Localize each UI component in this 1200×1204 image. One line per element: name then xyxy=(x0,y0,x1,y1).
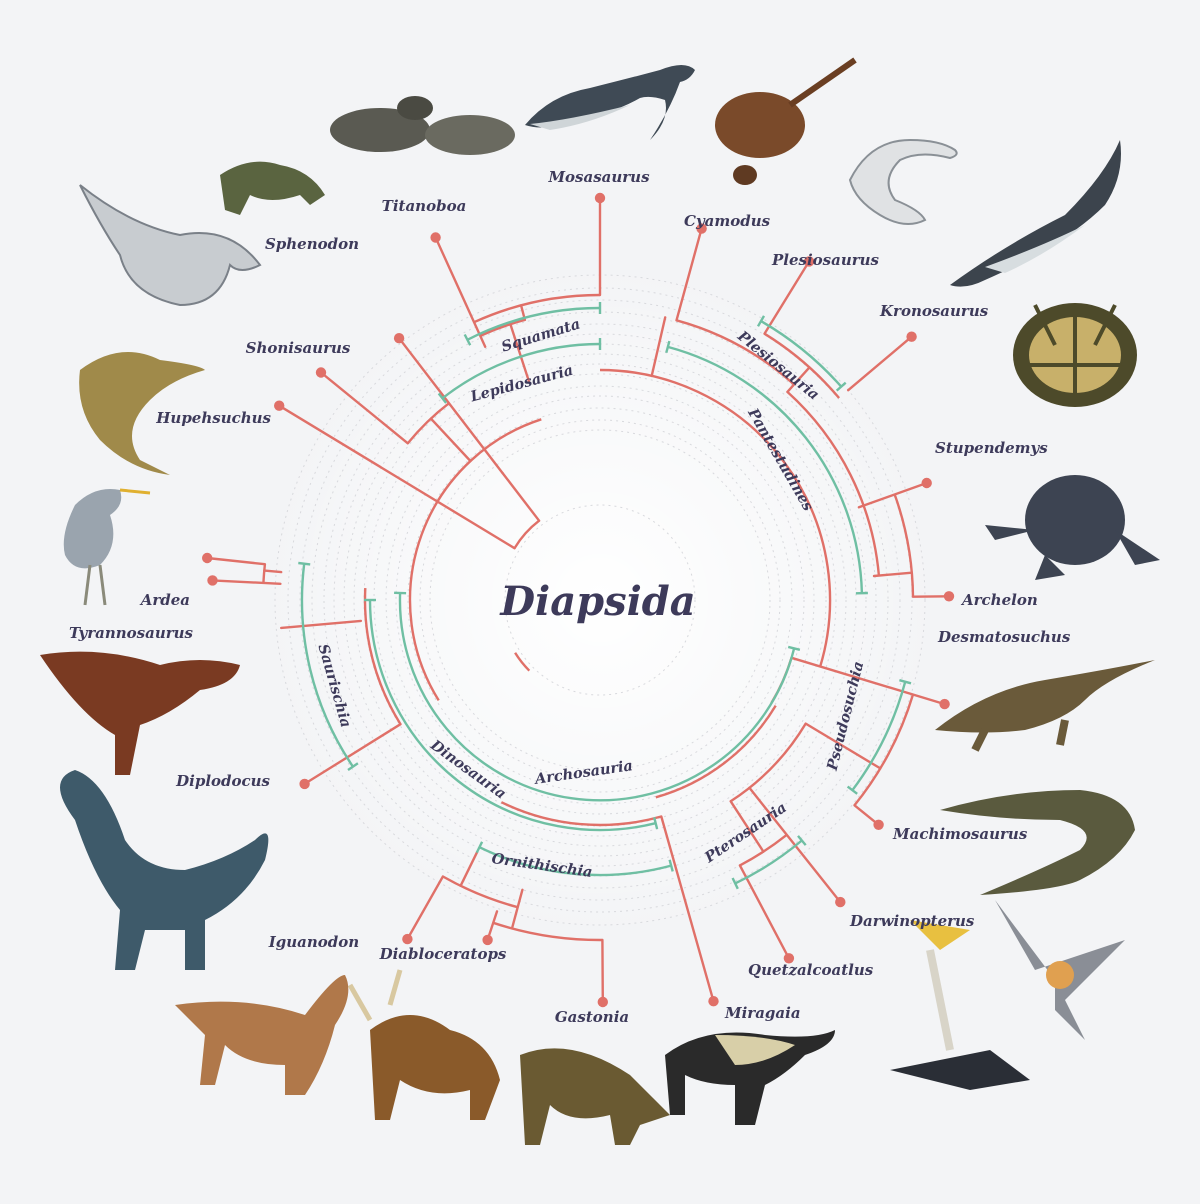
darwinopterus-icon xyxy=(995,900,1125,1040)
taxon-label-hupehsuchus: Hupehsuchus xyxy=(155,409,271,427)
branch-segment xyxy=(207,558,265,564)
taxon-label-mosasaurus: Mosasaurus xyxy=(547,168,650,186)
taxon-label-plesiosaurus: Plesiosaurus xyxy=(771,251,880,269)
taxon-label-ardea: Ardea xyxy=(139,591,190,609)
leaf-dot xyxy=(835,897,845,907)
leaf-dot xyxy=(430,232,440,242)
taxon-label-sphenodon: Sphenodon xyxy=(265,235,359,253)
taxon-label-archelon: Archelon xyxy=(960,591,1038,609)
diplodocus-icon xyxy=(60,770,268,970)
archelon-icon xyxy=(985,475,1160,580)
leaf-dot xyxy=(708,996,718,1006)
quetzalcoatlus-icon xyxy=(890,920,1030,1090)
taxon-label-shonisaurus: Shonisaurus xyxy=(246,339,351,357)
leaf-dot xyxy=(202,553,212,563)
taxon-label-titanoboa: Titanoboa xyxy=(382,197,467,215)
kronosaurus-icon xyxy=(950,140,1121,287)
taxon-label-desmatosuchus: Desmatosuchus xyxy=(937,628,1071,646)
iguanodon-icon xyxy=(175,975,348,1095)
leaf-dot xyxy=(207,575,217,585)
taxon-label-miragaia: Miragaia xyxy=(724,1004,801,1022)
taxon-label-cyamodus: Cyamodus xyxy=(684,212,771,230)
taxon-label-darwinopterus: Darwinopterus xyxy=(849,912,975,930)
leaf-dot xyxy=(906,332,916,342)
branch-segment xyxy=(848,337,911,391)
branch-arc xyxy=(263,564,265,583)
taxon-label-iguanodon: Iguanodon xyxy=(268,933,359,951)
miragaia-icon xyxy=(665,1030,835,1125)
leaf-dot xyxy=(598,997,608,1007)
leaf-dot xyxy=(299,779,309,789)
leaf-dot xyxy=(482,935,492,945)
cyamodus-icon xyxy=(715,60,855,185)
plesiosaurus-icon xyxy=(850,140,957,224)
leaf-dot xyxy=(595,193,605,203)
leaf-dot xyxy=(402,934,412,944)
clade-bracket-end xyxy=(298,563,310,564)
diabloceratops-icon xyxy=(350,970,500,1120)
leaf-dot xyxy=(274,401,284,411)
taxon-label-diabloceratops: Diabloceratops xyxy=(379,945,507,963)
taxon-label-machimosaurus: Machimosaurus xyxy=(892,825,1028,843)
desmatosuchus-icon xyxy=(935,660,1155,750)
gastonia-icon xyxy=(520,1048,670,1145)
leaf-dot xyxy=(944,591,954,601)
leaf-dot xyxy=(873,820,883,830)
leaf-dot xyxy=(394,333,404,343)
stupendemys-icon xyxy=(1013,303,1137,407)
leaf-dot xyxy=(316,367,326,377)
leaf-dot xyxy=(922,478,932,488)
tuatara-icon xyxy=(220,162,325,215)
taxon-label-gastonia: Gastonia xyxy=(555,1008,629,1026)
mosasaurus-icon xyxy=(525,65,695,140)
heron-icon xyxy=(64,489,150,605)
leaf-dot xyxy=(939,699,949,709)
taxon-label-kronosaurus: Kronosaurus xyxy=(879,302,989,320)
taxon-label-stupendemys: Stupendemys xyxy=(935,439,1048,457)
taxon-label-quetzalcoatlus: Quetzalcoatlus xyxy=(748,961,874,979)
tyrannosaurus-icon xyxy=(40,652,240,775)
snake-icon xyxy=(330,96,515,155)
taxon-label-tyrannosaurus: Tyrannosaurus xyxy=(69,624,194,642)
taxon-label-diplodocus: Diplodocus xyxy=(175,772,270,790)
diagram-title: Diapsida xyxy=(499,578,695,625)
branch-segment xyxy=(264,571,281,573)
